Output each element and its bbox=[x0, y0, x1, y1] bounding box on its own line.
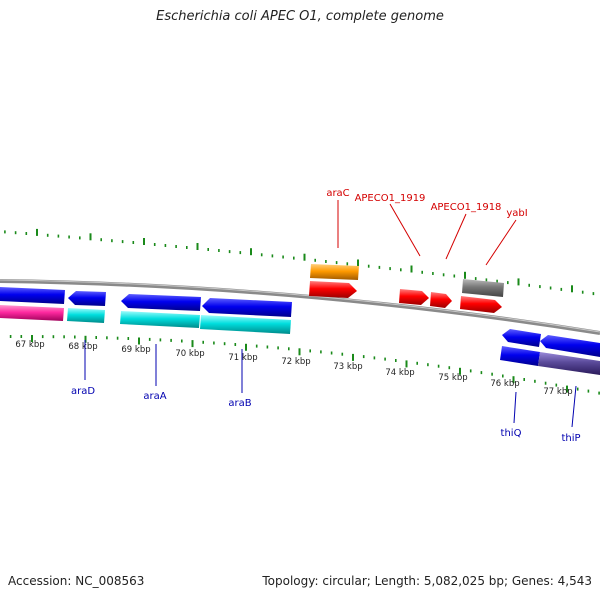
yabI-feature[interactable] bbox=[462, 279, 504, 297]
callout-lines bbox=[84, 200, 577, 428]
thiP-label[interactable]: thiP bbox=[561, 433, 580, 444]
kbp-label: 71 kbp bbox=[228, 353, 257, 363]
kbp-label: 77 kbp bbox=[543, 387, 572, 397]
blue-feature-lower[interactable] bbox=[500, 346, 540, 366]
slate-feature[interactable] bbox=[538, 352, 600, 375]
kbp-label: 72 kbp bbox=[281, 357, 310, 367]
gene-labels: araC APECO1_1919 APECO1_1918 yabI araD a… bbox=[71, 188, 581, 444]
kbp-label: 75 kbp bbox=[438, 373, 467, 383]
thiQ-callout bbox=[513, 391, 517, 424]
APECO1_1918-callout bbox=[445, 213, 467, 260]
accession-text: Accession: NC_008563 bbox=[8, 574, 145, 588]
araD-label[interactable]: araD bbox=[71, 386, 95, 397]
genome-backbone bbox=[0, 279, 600, 335]
kbp-label: 68 kbp bbox=[68, 342, 97, 352]
red-feature-1[interactable] bbox=[309, 281, 357, 298]
yabI-label[interactable]: yabI bbox=[506, 208, 527, 219]
araB-label[interactable]: araB bbox=[228, 398, 251, 409]
cyan-feature-3[interactable] bbox=[200, 315, 291, 334]
thiQ-feature[interactable] bbox=[502, 329, 541, 347]
araC-label[interactable]: araC bbox=[326, 188, 349, 199]
kbp-label: 74 kbp bbox=[385, 368, 414, 378]
red-feature-3[interactable] bbox=[430, 292, 452, 308]
APECO1_1919-feature[interactable] bbox=[399, 289, 429, 305]
araA-feature[interactable] bbox=[121, 294, 201, 311]
APECO1_1918-label[interactable]: APECO1_1918 bbox=[431, 202, 502, 213]
kbp-labels: 67 kbp 68 kbp 69 kbp 70 kbp 71 kbp 72 kbp 73 k… bbox=[15, 340, 572, 397]
APECO1_1919-callout bbox=[389, 203, 421, 257]
kbp-label: 73 kbp bbox=[333, 362, 362, 372]
map-title: Escherichia coli APEC O1, complete genom… bbox=[156, 9, 444, 24]
forward-features bbox=[309, 264, 504, 313]
blue-feature-left[interactable] bbox=[0, 287, 65, 304]
araB-feature[interactable] bbox=[202, 298, 292, 317]
APECO1_1919-label[interactable]: APECO1_1919 bbox=[355, 193, 426, 204]
genome-summary-text: Topology: circular; Length: 5,082,025 bp… bbox=[262, 574, 592, 588]
kbp-label: 67 kbp bbox=[15, 340, 44, 350]
cyan-feature-2[interactable] bbox=[120, 311, 200, 328]
araC-feature[interactable] bbox=[310, 264, 359, 280]
outer-tick-row bbox=[4, 228, 595, 296]
kbp-label: 76 kbp bbox=[490, 379, 519, 389]
thiP-callout bbox=[571, 385, 577, 428]
cyan-feature-1[interactable] bbox=[67, 308, 105, 323]
inner-tick-row bbox=[9, 335, 600, 395]
araA-label[interactable]: araA bbox=[143, 391, 166, 402]
magenta-feature[interactable] bbox=[0, 305, 64, 321]
araD-feature[interactable] bbox=[68, 291, 106, 306]
thiQ-label[interactable]: thiQ bbox=[501, 428, 522, 439]
kbp-label: 69 kbp bbox=[121, 345, 150, 355]
thiP-feature[interactable] bbox=[540, 335, 600, 357]
genome-backbone-highlight bbox=[0, 279, 600, 333]
kbp-label: 70 kbp bbox=[175, 349, 204, 359]
yabI-callout bbox=[485, 219, 517, 266]
APECO1_1918-feature[interactable] bbox=[460, 296, 502, 313]
reverse-features bbox=[0, 287, 600, 375]
